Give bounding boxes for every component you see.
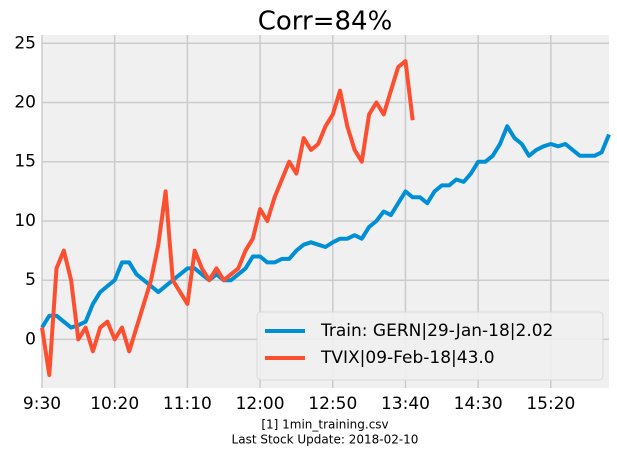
x-tick-label: 14:30 [454,394,503,414]
y-tick-label: 0 [25,329,36,349]
chart-title: Corr=84% [258,7,393,37]
legend-box [256,311,604,381]
x-tick-label: 12:00 [236,394,285,414]
x-tick-label: 9:30 [23,394,61,414]
x-tick-label: 10:20 [90,394,139,414]
y-tick-label: 15 [14,152,36,172]
series-line [40,124,611,330]
y-tick-label: 20 [14,93,36,113]
x-tick-label: 12:50 [308,394,357,414]
lines [40,59,611,377]
y-tick-label: 10 [14,211,36,231]
series-line [40,59,415,377]
x-tick-label: 15:20 [526,394,575,414]
y-tick-label: 5 [25,270,36,290]
legend-label: TVIX|09-Feb-18|43.0 [320,348,495,368]
footer: Last Stock Update: 2018-02-10 [232,433,419,447]
legend: Train: GERN|29-Jan-18|2.02 TVIX|09-Feb-18… [256,311,604,381]
x-tick-label: 13:40 [381,394,430,414]
legend-label: Train: GERN|29-Jan-18|2.02 [320,321,553,341]
y-tick-label: 25 [14,33,36,53]
footer: [1] 1min_training.csv [261,418,388,432]
x-tick-label: 11:10 [163,394,212,414]
